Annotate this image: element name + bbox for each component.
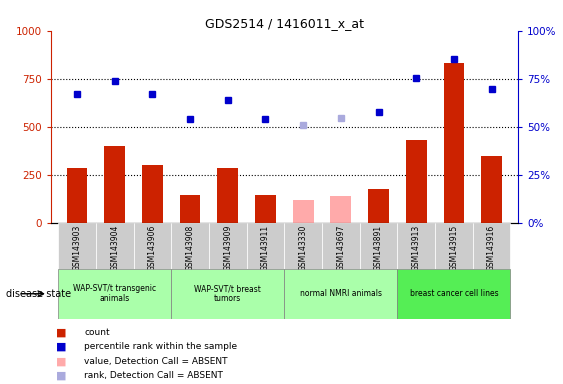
Bar <box>284 223 322 269</box>
Bar <box>397 269 511 319</box>
Bar <box>104 146 125 223</box>
Text: count: count <box>84 328 110 337</box>
Text: GSM143913: GSM143913 <box>412 225 421 271</box>
Text: ■: ■ <box>56 342 67 352</box>
Bar <box>58 269 171 319</box>
Bar <box>435 223 473 269</box>
Text: rank, Detection Call = ABSENT: rank, Detection Call = ABSENT <box>84 371 224 381</box>
Bar <box>247 223 284 269</box>
Bar <box>444 63 464 223</box>
Text: value, Detection Call = ABSENT: value, Detection Call = ABSENT <box>84 357 228 366</box>
Bar <box>255 195 276 223</box>
Text: WAP-SVT/t transgenic
animals: WAP-SVT/t transgenic animals <box>73 284 157 303</box>
Text: GSM143891: GSM143891 <box>374 225 383 271</box>
Bar <box>406 140 427 223</box>
Text: GSM143904: GSM143904 <box>110 225 119 271</box>
Text: GSM143906: GSM143906 <box>148 225 157 271</box>
Bar <box>368 189 389 223</box>
Bar <box>133 223 171 269</box>
Text: ■: ■ <box>56 356 67 366</box>
Title: GDS2514 / 1416011_x_at: GDS2514 / 1416011_x_at <box>205 17 364 30</box>
Text: GSM143909: GSM143909 <box>224 225 233 271</box>
Text: ■: ■ <box>56 371 67 381</box>
Text: ■: ■ <box>56 327 67 337</box>
Bar <box>322 223 360 269</box>
Bar <box>58 223 96 269</box>
Bar <box>96 223 133 269</box>
Bar <box>171 223 209 269</box>
Bar <box>293 200 314 223</box>
Text: GSM143903: GSM143903 <box>73 225 82 271</box>
Text: percentile rank within the sample: percentile rank within the sample <box>84 342 238 351</box>
Text: GSM143911: GSM143911 <box>261 225 270 271</box>
Bar <box>209 223 247 269</box>
Text: normal NMRI animals: normal NMRI animals <box>300 289 382 298</box>
Bar <box>171 269 284 319</box>
Text: GSM143697: GSM143697 <box>336 225 345 271</box>
Bar <box>66 168 87 223</box>
Text: GSM143915: GSM143915 <box>449 225 458 271</box>
Bar <box>360 223 397 269</box>
Text: GSM143330: GSM143330 <box>298 225 307 271</box>
Bar <box>397 223 435 269</box>
Bar <box>481 156 502 223</box>
Bar <box>330 196 351 223</box>
Bar <box>217 168 238 223</box>
Bar <box>180 195 200 223</box>
Bar <box>473 223 511 269</box>
Bar <box>284 269 397 319</box>
Bar <box>142 165 163 223</box>
Text: breast cancer cell lines: breast cancer cell lines <box>410 289 498 298</box>
Text: WAP-SVT/t breast
tumors: WAP-SVT/t breast tumors <box>194 284 261 303</box>
Text: disease state: disease state <box>6 289 71 299</box>
Text: GSM143916: GSM143916 <box>487 225 496 271</box>
Text: GSM143908: GSM143908 <box>186 225 195 271</box>
